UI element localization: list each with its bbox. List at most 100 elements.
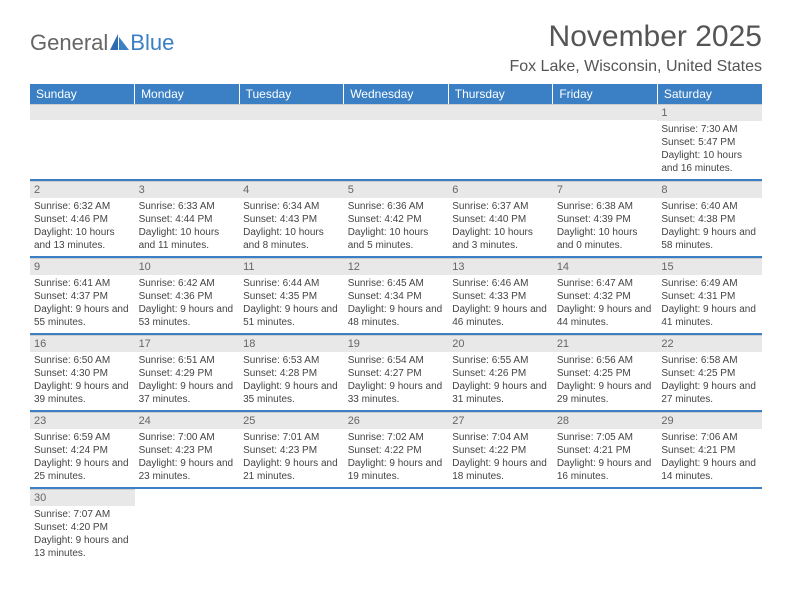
- day-content: Sunrise: 6:58 AMSunset: 4:25 PMDaylight:…: [657, 352, 762, 410]
- day-number: 4: [239, 181, 344, 198]
- calendar-cell: [657, 488, 762, 564]
- day-content: Sunrise: 7:07 AMSunset: 4:20 PMDaylight:…: [30, 506, 135, 564]
- calendar-cell: [553, 104, 658, 180]
- day-number: 20: [448, 335, 553, 352]
- calendar-row: 2Sunrise: 6:32 AMSunset: 4:46 PMDaylight…: [30, 180, 762, 257]
- empty-day-bar: [448, 104, 553, 120]
- day-number: 25: [239, 412, 344, 429]
- title-block: November 2025 Fox Lake, Wisconsin, Unite…: [509, 20, 762, 76]
- day-number: 19: [344, 335, 449, 352]
- day-number: 15: [657, 258, 762, 275]
- day-content: Sunrise: 6:38 AMSunset: 4:39 PMDaylight:…: [553, 198, 658, 256]
- day-number: 30: [30, 489, 135, 506]
- dayhead-sat: Saturday: [657, 84, 762, 104]
- calendar-cell: 27Sunrise: 7:04 AMSunset: 4:22 PMDayligh…: [448, 411, 553, 488]
- day-number: 3: [135, 181, 240, 198]
- calendar-cell: 5Sunrise: 6:36 AMSunset: 4:42 PMDaylight…: [344, 180, 449, 257]
- calendar-row: 16Sunrise: 6:50 AMSunset: 4:30 PMDayligh…: [30, 334, 762, 411]
- calendar-cell: 7Sunrise: 6:38 AMSunset: 4:39 PMDaylight…: [553, 180, 658, 257]
- calendar-cell: 29Sunrise: 7:06 AMSunset: 4:21 PMDayligh…: [657, 411, 762, 488]
- day-number: 7: [553, 181, 658, 198]
- calendar-cell: 25Sunrise: 7:01 AMSunset: 4:23 PMDayligh…: [239, 411, 344, 488]
- calendar-cell: [344, 104, 449, 180]
- day-content: Sunrise: 6:32 AMSunset: 4:46 PMDaylight:…: [30, 198, 135, 256]
- calendar-cell: [239, 104, 344, 180]
- day-content: Sunrise: 6:34 AMSunset: 4:43 PMDaylight:…: [239, 198, 344, 256]
- day-number: 28: [553, 412, 658, 429]
- empty-day-bar: [239, 104, 344, 120]
- calendar-cell: 21Sunrise: 6:56 AMSunset: 4:25 PMDayligh…: [553, 334, 658, 411]
- dayhead-mon: Monday: [135, 84, 240, 104]
- day-number: 8: [657, 181, 762, 198]
- calendar-cell: [135, 488, 240, 564]
- calendar-cell: 1Sunrise: 7:30 AMSunset: 5:47 PMDaylight…: [657, 104, 762, 180]
- day-number: 14: [553, 258, 658, 275]
- empty-day-bar: [344, 104, 449, 120]
- day-number: 27: [448, 412, 553, 429]
- calendar-cell: 2Sunrise: 6:32 AMSunset: 4:46 PMDaylight…: [30, 180, 135, 257]
- calendar-cell: [448, 104, 553, 180]
- calendar-cell: 8Sunrise: 6:40 AMSunset: 4:38 PMDaylight…: [657, 180, 762, 257]
- logo: General Blue: [30, 20, 174, 56]
- calendar-cell: 10Sunrise: 6:42 AMSunset: 4:36 PMDayligh…: [135, 257, 240, 334]
- calendar-cell: 6Sunrise: 6:37 AMSunset: 4:40 PMDaylight…: [448, 180, 553, 257]
- day-number: 11: [239, 258, 344, 275]
- calendar-cell: 28Sunrise: 7:05 AMSunset: 4:21 PMDayligh…: [553, 411, 658, 488]
- day-content: Sunrise: 6:37 AMSunset: 4:40 PMDaylight:…: [448, 198, 553, 256]
- calendar-cell: 15Sunrise: 6:49 AMSunset: 4:31 PMDayligh…: [657, 257, 762, 334]
- day-number: 22: [657, 335, 762, 352]
- day-number: 23: [30, 412, 135, 429]
- day-number: 5: [344, 181, 449, 198]
- dayhead-tue: Tuesday: [239, 84, 344, 104]
- dayhead-thu: Thursday: [448, 84, 553, 104]
- day-content: Sunrise: 6:44 AMSunset: 4:35 PMDaylight:…: [239, 275, 344, 333]
- calendar-cell: 26Sunrise: 7:02 AMSunset: 4:22 PMDayligh…: [344, 411, 449, 488]
- day-content: Sunrise: 6:56 AMSunset: 4:25 PMDaylight:…: [553, 352, 658, 410]
- calendar-row: 30Sunrise: 7:07 AMSunset: 4:20 PMDayligh…: [30, 488, 762, 564]
- day-number: 2: [30, 181, 135, 198]
- logo-text-blue: Blue: [130, 30, 174, 56]
- day-number: 18: [239, 335, 344, 352]
- calendar-cell: 3Sunrise: 6:33 AMSunset: 4:44 PMDaylight…: [135, 180, 240, 257]
- day-content: Sunrise: 6:40 AMSunset: 4:38 PMDaylight:…: [657, 198, 762, 256]
- day-number: 29: [657, 412, 762, 429]
- day-number: 16: [30, 335, 135, 352]
- calendar-table: Sunday Monday Tuesday Wednesday Thursday…: [30, 84, 762, 564]
- calendar-cell: [344, 488, 449, 564]
- day-number: 12: [344, 258, 449, 275]
- day-content: Sunrise: 6:41 AMSunset: 4:37 PMDaylight:…: [30, 275, 135, 333]
- calendar-cell: [448, 488, 553, 564]
- day-content: Sunrise: 6:55 AMSunset: 4:26 PMDaylight:…: [448, 352, 553, 410]
- day-content: Sunrise: 7:01 AMSunset: 4:23 PMDaylight:…: [239, 429, 344, 487]
- day-content: Sunrise: 7:06 AMSunset: 4:21 PMDaylight:…: [657, 429, 762, 487]
- calendar-cell: 12Sunrise: 6:45 AMSunset: 4:34 PMDayligh…: [344, 257, 449, 334]
- day-number: 24: [135, 412, 240, 429]
- calendar-cell: 14Sunrise: 6:47 AMSunset: 4:32 PMDayligh…: [553, 257, 658, 334]
- day-number: 21: [553, 335, 658, 352]
- day-content: Sunrise: 6:49 AMSunset: 4:31 PMDaylight:…: [657, 275, 762, 333]
- dayhead-sun: Sunday: [30, 84, 135, 104]
- calendar-cell: 17Sunrise: 6:51 AMSunset: 4:29 PMDayligh…: [135, 334, 240, 411]
- day-number: 9: [30, 258, 135, 275]
- calendar-cell: 19Sunrise: 6:54 AMSunset: 4:27 PMDayligh…: [344, 334, 449, 411]
- day-content: Sunrise: 7:02 AMSunset: 4:22 PMDaylight:…: [344, 429, 449, 487]
- day-content: Sunrise: 6:51 AMSunset: 4:29 PMDaylight:…: [135, 352, 240, 410]
- day-number: 17: [135, 335, 240, 352]
- dayhead-fri: Friday: [553, 84, 658, 104]
- day-content: Sunrise: 7:05 AMSunset: 4:21 PMDaylight:…: [553, 429, 658, 487]
- day-content: Sunrise: 6:42 AMSunset: 4:36 PMDaylight:…: [135, 275, 240, 333]
- calendar-cell: [553, 488, 658, 564]
- day-content: Sunrise: 6:45 AMSunset: 4:34 PMDaylight:…: [344, 275, 449, 333]
- day-content: Sunrise: 6:36 AMSunset: 4:42 PMDaylight:…: [344, 198, 449, 256]
- day-content: Sunrise: 7:00 AMSunset: 4:23 PMDaylight:…: [135, 429, 240, 487]
- empty-day-bar: [553, 104, 658, 120]
- day-number: 1: [657, 104, 762, 121]
- day-header-row: Sunday Monday Tuesday Wednesday Thursday…: [30, 84, 762, 104]
- location: Fox Lake, Wisconsin, United States: [509, 58, 762, 76]
- empty-day-bar: [135, 104, 240, 120]
- calendar-row: 23Sunrise: 6:59 AMSunset: 4:24 PMDayligh…: [30, 411, 762, 488]
- day-number: 26: [344, 412, 449, 429]
- calendar-cell: 9Sunrise: 6:41 AMSunset: 4:37 PMDaylight…: [30, 257, 135, 334]
- day-content: Sunrise: 7:30 AMSunset: 5:47 PMDaylight:…: [657, 121, 762, 179]
- day-content: Sunrise: 6:53 AMSunset: 4:28 PMDaylight:…: [239, 352, 344, 410]
